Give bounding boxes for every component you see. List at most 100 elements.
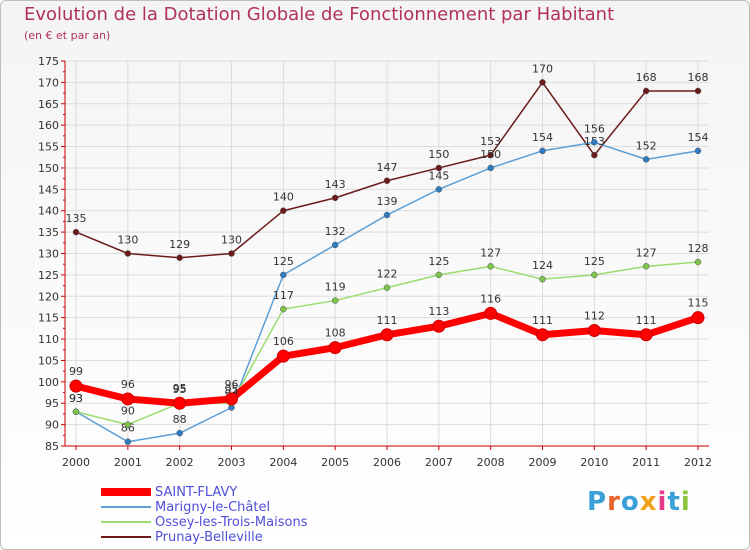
- y-tick-label: 130: [38, 248, 59, 261]
- data-point: [536, 328, 549, 342]
- data-label: 112: [584, 310, 605, 323]
- data-label: 96: [121, 378, 135, 391]
- data-point: [591, 139, 598, 146]
- legend-label: Prunay-Belleville: [155, 530, 263, 545]
- data-point: [280, 305, 287, 313]
- data-label: 150: [480, 148, 501, 161]
- data-point: [435, 164, 443, 172]
- data-label: 113: [428, 305, 449, 318]
- data-label: 140: [273, 191, 294, 204]
- data-point: [432, 319, 446, 333]
- data-label: 99: [69, 365, 83, 378]
- data-label: 86: [121, 422, 135, 435]
- data-label: 135: [66, 212, 87, 225]
- data-point: [383, 284, 391, 291]
- data-point: [69, 379, 83, 393]
- data-label: 125: [273, 255, 294, 268]
- data-label: 168: [688, 71, 709, 84]
- y-tick-label: 135: [38, 226, 59, 239]
- data-label: 139: [377, 195, 398, 208]
- y-tick-label: 125: [38, 269, 59, 282]
- data-label: 125: [584, 255, 605, 268]
- data-point: [225, 392, 238, 406]
- data-label: 93: [69, 392, 83, 405]
- legend-swatch: [101, 521, 151, 523]
- x-tick-label: 2005: [321, 456, 349, 469]
- data-point: [383, 177, 391, 185]
- y-tick-label: 160: [38, 119, 59, 132]
- y-tick-label: 155: [38, 141, 59, 154]
- x-tick-label: 2006: [373, 456, 401, 469]
- y-tick-label: 90: [45, 419, 59, 432]
- data-label: 93: [69, 392, 83, 405]
- data-point: [124, 438, 132, 445]
- data-point: [591, 151, 598, 159]
- data-point: [539, 79, 546, 86]
- legend-swatch: [101, 506, 151, 508]
- data-label: 143: [325, 178, 346, 191]
- x-tick-label: 2009: [529, 456, 557, 469]
- data-point: [591, 271, 598, 279]
- data-label: 130: [221, 234, 242, 247]
- data-label: 152: [636, 139, 657, 152]
- data-point: [539, 147, 546, 155]
- data-point: [694, 87, 702, 95]
- data-point: [124, 421, 132, 428]
- legend-swatch: [101, 536, 151, 538]
- data-label: 170: [532, 62, 553, 75]
- data-label: 90: [121, 405, 135, 418]
- data-point: [331, 241, 339, 249]
- data-point: [435, 186, 443, 193]
- y-tick-label: 95: [45, 397, 59, 410]
- chart-title: Evolution de la Dotation Globale de Fonc…: [24, 4, 615, 25]
- y-tick-label: 105: [38, 354, 59, 367]
- data-label: 106: [273, 335, 294, 348]
- data-label: 154: [688, 131, 709, 144]
- data-label: 119: [325, 281, 346, 294]
- data-point: [276, 349, 290, 363]
- x-tick-label: 2000: [62, 456, 90, 469]
- data-point: [642, 263, 650, 270]
- data-label: 129: [169, 238, 190, 251]
- proxiti-logo: Proxiti: [587, 487, 691, 517]
- data-label: 108: [325, 327, 346, 340]
- data-label: 127: [636, 246, 657, 259]
- data-label: 128: [688, 242, 709, 255]
- data-point: [383, 211, 391, 219]
- data-label: 95: [173, 383, 187, 396]
- legend-label: Ossey-les-Trois-Maisons: [155, 515, 308, 530]
- data-point: [587, 324, 601, 337]
- y-tick-label: 115: [38, 312, 59, 325]
- data-point: [487, 164, 494, 172]
- data-point: [124, 250, 132, 257]
- data-point: [435, 271, 443, 279]
- y-tick-label: 170: [38, 76, 59, 89]
- x-tick-label: 2012: [684, 456, 712, 469]
- data-point: [228, 250, 235, 257]
- x-tick-label: 2008: [477, 456, 505, 469]
- data-point: [539, 275, 546, 283]
- data-label: 156: [584, 122, 605, 135]
- y-tick-label: 150: [38, 162, 59, 175]
- y-tick-label: 145: [38, 183, 59, 196]
- x-tick-label: 2010: [580, 456, 608, 469]
- x-tick-label: 2001: [114, 456, 142, 469]
- data-label: 116: [480, 292, 501, 305]
- y-tick-label: 100: [38, 376, 59, 389]
- data-point: [694, 147, 702, 155]
- data-point: [487, 263, 494, 270]
- legend-label: Marigny-le-Châtel: [155, 500, 271, 515]
- data-point: [328, 341, 342, 355]
- data-point: [487, 151, 494, 159]
- data-label: 125: [428, 255, 449, 268]
- chart-subtitle: (en € et par an): [24, 29, 111, 42]
- y-tick-label: 110: [38, 333, 59, 346]
- data-label: 150: [428, 148, 449, 161]
- data-point: [176, 254, 183, 262]
- data-point: [72, 228, 80, 236]
- data-label: 147: [377, 161, 398, 174]
- data-point: [642, 156, 650, 163]
- data-label: 154: [532, 131, 553, 144]
